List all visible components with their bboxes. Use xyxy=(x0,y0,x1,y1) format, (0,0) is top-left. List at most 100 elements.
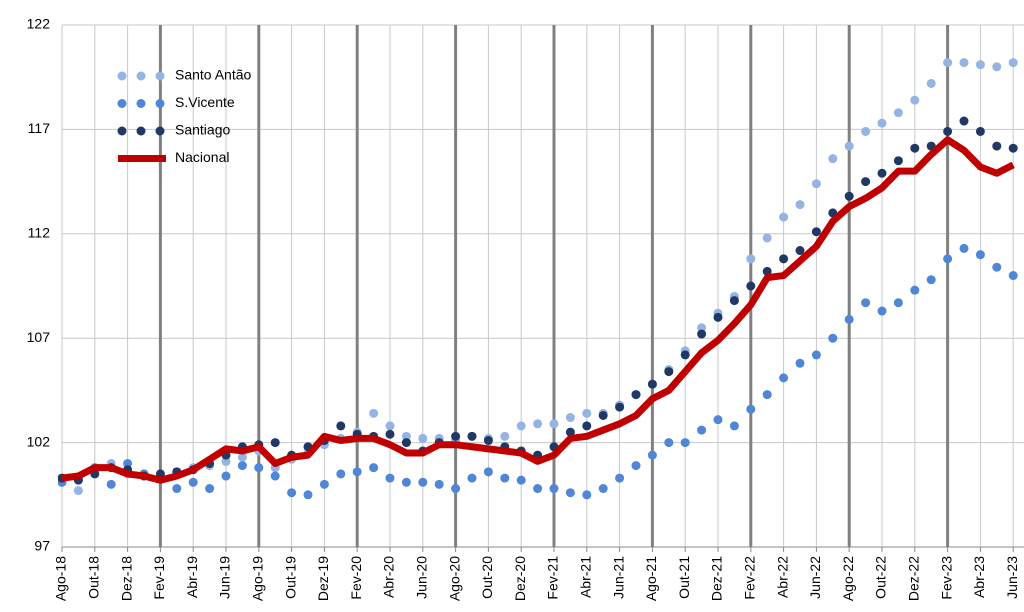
data-point xyxy=(188,477,198,487)
data-point xyxy=(877,306,887,316)
data-point xyxy=(615,473,625,483)
data-point xyxy=(221,471,231,481)
data-point xyxy=(549,419,559,429)
x-tick-label: Jun-20 xyxy=(414,556,430,599)
data-point xyxy=(516,475,526,485)
data-point xyxy=(762,390,772,400)
data-point xyxy=(943,254,953,264)
data-point xyxy=(516,421,526,431)
data-point xyxy=(254,463,264,473)
data-point xyxy=(451,431,461,441)
data-point xyxy=(434,479,444,489)
data-point xyxy=(910,95,920,105)
x-tick-label: Ago-19 xyxy=(250,556,266,601)
data-point xyxy=(943,58,953,68)
legend-swatch xyxy=(136,126,146,136)
data-point xyxy=(369,463,379,473)
data-point xyxy=(369,408,379,418)
legend-label: Nacional xyxy=(175,149,229,165)
data-point xyxy=(910,143,920,153)
data-point xyxy=(811,350,821,360)
data-point xyxy=(861,126,871,136)
data-point xyxy=(615,402,625,412)
x-tick-label: Abr-21 xyxy=(578,556,594,598)
data-point xyxy=(401,438,411,448)
x-tick-label: Abr-22 xyxy=(774,556,790,598)
data-point xyxy=(631,461,641,471)
x-tick-label: Jun-21 xyxy=(610,556,626,599)
x-tick-label: Ago-22 xyxy=(840,556,856,601)
data-point xyxy=(729,296,739,306)
data-point xyxy=(631,390,641,400)
x-tick-label: Abr-20 xyxy=(381,556,397,598)
data-point xyxy=(697,323,707,333)
data-point xyxy=(172,484,182,494)
y-tick-label: 117 xyxy=(28,120,51,136)
data-point xyxy=(959,58,969,68)
legend-label: Santo Antão xyxy=(175,67,252,83)
data-point xyxy=(975,250,985,260)
x-tick-label: Jun-19 xyxy=(217,556,233,599)
data-point xyxy=(746,281,756,291)
data-point xyxy=(762,233,772,243)
x-tick-label: Out-20 xyxy=(479,556,495,599)
data-point xyxy=(893,298,903,308)
data-point xyxy=(959,243,969,253)
data-point xyxy=(992,262,1002,272)
data-point xyxy=(943,126,953,136)
data-point xyxy=(877,118,887,128)
data-point xyxy=(533,419,543,429)
x-tick-label: Dez-18 xyxy=(118,556,134,601)
data-point xyxy=(336,469,346,479)
data-point xyxy=(811,179,821,189)
data-point xyxy=(483,436,493,446)
data-point xyxy=(598,484,608,494)
data-point xyxy=(680,438,690,448)
legend-label: S.Vicente xyxy=(175,94,235,110)
data-point xyxy=(483,467,493,477)
data-point xyxy=(598,410,608,420)
data-point xyxy=(385,429,395,439)
data-point xyxy=(844,141,854,151)
data-point xyxy=(779,254,789,264)
data-point xyxy=(713,415,723,425)
legend-swatch xyxy=(117,126,127,136)
x-tick-label: Dez-22 xyxy=(906,556,922,601)
data-point xyxy=(861,298,871,308)
data-point xyxy=(385,473,395,483)
data-point xyxy=(205,484,215,494)
x-tick-label: Jun-23 xyxy=(1004,556,1020,599)
legend-swatch xyxy=(155,71,165,81)
legend-swatch xyxy=(117,71,127,81)
data-point xyxy=(893,156,903,166)
data-point xyxy=(746,404,756,414)
data-point xyxy=(106,479,116,489)
x-tick-label: Fev-20 xyxy=(348,556,364,600)
legend-swatch xyxy=(136,71,146,81)
data-point xyxy=(582,490,592,500)
data-point xyxy=(697,329,707,339)
y-tick-label: 107 xyxy=(27,329,51,345)
data-point xyxy=(270,471,280,481)
legend-swatch xyxy=(155,126,165,136)
legend-swatch xyxy=(155,99,165,108)
data-point xyxy=(992,62,1002,72)
axis-labels: 97 102 107 112 117 122 Ago-18 Out-18 Dez-18 Fev-1… xyxy=(27,16,1020,601)
data-point xyxy=(844,314,854,324)
data-point xyxy=(319,479,329,489)
data-point xyxy=(352,467,362,477)
data-point xyxy=(237,461,247,471)
x-tick-label: Out-21 xyxy=(676,556,692,599)
data-point xyxy=(779,373,789,383)
legend-swatch xyxy=(117,99,127,108)
data-point xyxy=(893,108,903,118)
legend-label: Santiago xyxy=(175,122,230,138)
x-tick-label: Ago-20 xyxy=(446,556,462,601)
data-point xyxy=(418,433,428,443)
x-tick-label: Dez-20 xyxy=(512,556,528,601)
data-point xyxy=(401,431,411,441)
data-point xyxy=(795,246,805,256)
data-point xyxy=(451,484,461,494)
data-point xyxy=(975,126,985,136)
